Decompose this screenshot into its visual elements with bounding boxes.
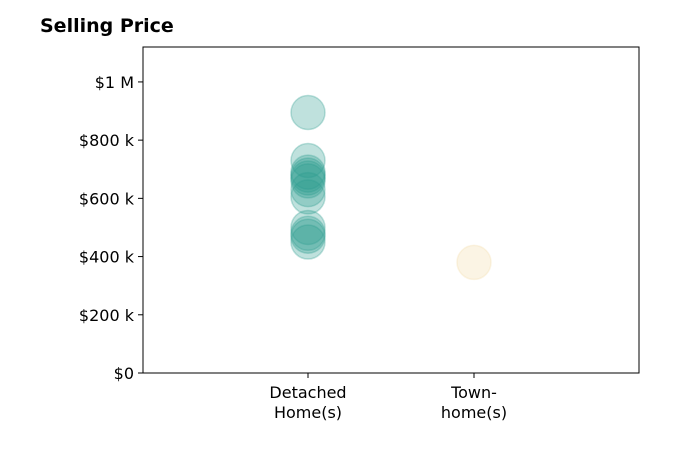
data-point [290, 179, 326, 215]
x-tick-label: home(s) [441, 403, 507, 422]
y-tick-label: $0 [114, 364, 134, 383]
y-tick-label: $600 k [79, 189, 135, 208]
data-point [290, 171, 326, 208]
plot-area-frame [142, 46, 640, 374]
chart-title: Selling Price [40, 15, 174, 37]
x-tick-label: Detached [269, 383, 346, 402]
axis-layer: $0 $200 k $400 k $600 k $800 k $1 M DetachedHo… [79, 73, 507, 422]
data-point [290, 94, 326, 131]
y-tick-label: $800 k [79, 131, 135, 150]
data-point [290, 163, 326, 199]
data-point [290, 218, 326, 254]
data-point [290, 160, 326, 196]
y-tick-label: $1 M [95, 73, 134, 92]
data-point [456, 244, 492, 281]
data-point [290, 215, 326, 252]
y-tick-label: $200 k [79, 306, 135, 325]
data-point [290, 209, 326, 246]
data-point [290, 224, 326, 260]
y-tick-label: $400 k [79, 248, 135, 267]
data-point [290, 154, 326, 190]
x-tick-label: Home(s) [274, 403, 342, 422]
x-tick-label: Town- [450, 383, 497, 402]
data-point [290, 157, 326, 193]
points-layer [290, 94, 492, 281]
data-point [290, 142, 326, 179]
